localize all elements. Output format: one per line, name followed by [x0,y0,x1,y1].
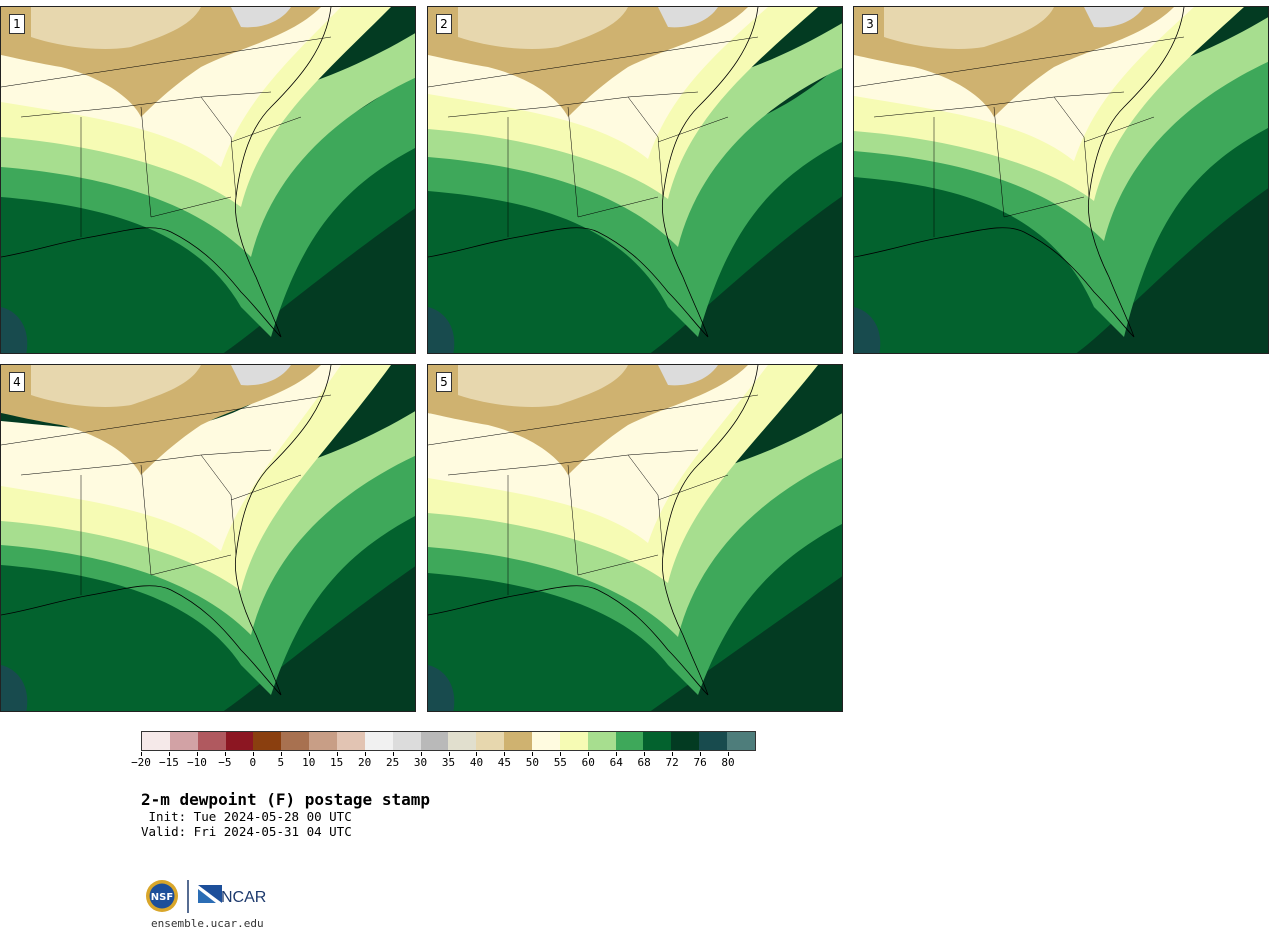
colorbar-segment [253,732,282,750]
colorbar-tick [196,752,198,756]
colorbar-segment [559,732,588,750]
colorbar-tick [700,752,702,756]
colorbar-tick [280,752,282,756]
colorbar-tick-label: −5 [218,756,232,769]
colorbar-tick-label: 10 [302,756,316,769]
ensemble-member-map-5: 5 [427,364,843,712]
dewpoint-map-2 [428,7,842,353]
colorbar-tick [392,752,394,756]
colorbar-tick-label: 0 [249,756,257,769]
colorbar-tick [224,752,226,756]
colorbar-tick-label: 40 [469,756,484,769]
figure-title: 2-m dewpoint (F) postage stamp [141,790,430,809]
colorbar-tick [336,752,338,756]
colorbar-segment [615,732,644,750]
colorbar-tick-label: 68 [637,756,651,769]
colorbar-segment [476,732,505,750]
colorbar-tick-label: 64 [609,756,623,769]
panel-number-3: 3 [862,14,878,34]
colorbar-tick [364,752,366,756]
colorbar-tick [616,752,618,756]
dewpoint-map-3 [854,7,1268,353]
nsf-ncar-logo: NSF NCAR [144,877,274,917]
colorbar-tick [252,752,254,756]
colorbar-tick-label: 72 [665,756,679,769]
panel-number-2: 2 [436,14,452,34]
colorbar-tick [588,752,590,756]
colorbar-tick [504,752,506,756]
colorbar-segment [587,732,616,750]
colorbar-segment [197,732,226,750]
colorbar-segment [504,732,533,750]
colorbar-segment [142,732,170,750]
colorbar-tick-label: 45 [497,756,512,769]
colorbar-segment [281,732,310,750]
ncar-lettering: NCAR [221,889,266,906]
colorbar-segment [727,732,755,750]
colorbar-segment [337,732,365,750]
colorbar-tick-label: 50 [525,756,539,769]
panel-number-5: 5 [436,372,452,392]
colorbar-segment [420,732,449,750]
nsf-seal-icon: NSF [146,880,178,912]
colorbar-tick-label: 15 [330,756,344,769]
colorbar-tick [728,752,730,756]
ensemble-member-map-2: 2 [427,6,843,354]
colorbar-segment [309,732,338,750]
colorbar-tick-label: 76 [693,756,707,769]
dewpoint-map-1 [1,7,415,353]
colorbar-tick-label: 35 [441,756,456,769]
panel-number-1: 1 [9,14,25,34]
colorbar-tick [560,752,562,756]
dewpoint-colorbar [141,731,756,751]
colorbar-segment [169,732,198,750]
colorbar-tick [644,752,646,756]
colorbar-tick-label: −20 [131,756,151,769]
ncar-logo-icon: NCAR [198,885,266,906]
colorbar-segment [448,732,477,750]
colorbar-tick [476,752,478,756]
colorbar-tick [672,752,674,756]
colorbar-tick-label: −10 [186,756,207,769]
colorbar-segment [364,732,393,750]
colorbar-tick-label: 5 [277,756,285,769]
dewpoint-map-4 [1,365,415,711]
colorbar-tick-label: 60 [581,756,595,769]
colorbar-tick [141,752,142,756]
colorbar-tick [308,752,310,756]
dewpoint-map-5 [428,365,842,711]
colorbar-segment [671,732,700,750]
colorbar-segment [392,732,421,750]
colorbar-tick-label: 20 [358,756,372,769]
ensemble-member-map-4: 4 [0,364,416,712]
colorbar-segment [699,732,728,750]
colorbar-tick-label: 25 [385,756,400,769]
colorbar-tick [420,752,422,756]
colorbar-tick [168,752,170,756]
colorbar-tick-label: −15 [159,756,179,769]
valid-time: Valid: Fri 2024-05-31 04 UTC [141,824,352,839]
colorbar-segment [532,732,560,750]
nsf-lettering: NSF [151,892,173,903]
ensemble-member-map-3: 3 [853,6,1269,354]
colorbar-tick [532,752,534,756]
ensemble-member-map-1: 1 [0,6,416,354]
colorbar-tick-labels: −20 −15 −10 −5 0 5 10 15 20 25 30 35 40 45 50 55 60 64 68 7… [131,752,756,772]
colorbar-tick-label: 55 [553,756,567,769]
colorbar-tick-label: 30 [413,756,428,769]
colorbar-tick-label: 80 [721,756,735,769]
colorbar-segment [643,732,672,750]
panel-number-4: 4 [9,372,25,392]
init-time: Init: Tue 2024-05-28 00 UTC [141,809,352,824]
colorbar-tick [448,752,450,756]
colorbar-segment [225,732,254,750]
website-link[interactable]: ensemble.ucar.edu [151,917,264,930]
